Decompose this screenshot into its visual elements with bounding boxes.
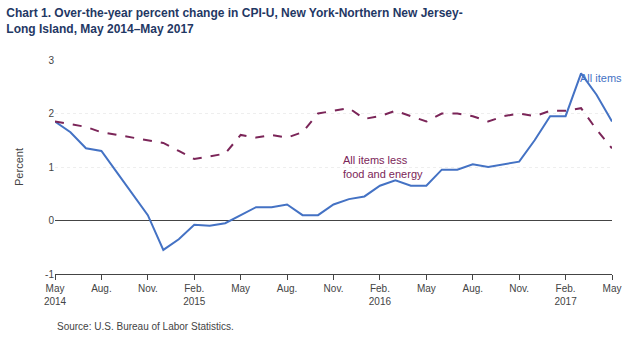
svg-text:Aug.: Aug.: [462, 283, 483, 294]
svg-text:May: May: [603, 283, 622, 294]
svg-text:Aug.: Aug.: [277, 283, 298, 294]
svg-text:All items lessfood and energy: All items lessfood and energy: [343, 154, 423, 180]
svg-text:Chart 1. Over-the-year percent: Chart 1. Over-the-year percent change in…: [6, 6, 462, 36]
svg-text:-1: -1: [45, 269, 54, 280]
svg-text:Feb.2017: Feb.2017: [554, 283, 577, 307]
svg-text:Percent: Percent: [13, 148, 25, 186]
svg-text:0: 0: [48, 215, 54, 226]
svg-text:1: 1: [48, 162, 54, 173]
svg-text:May: May: [417, 283, 436, 294]
svg-text:All items: All items: [580, 72, 622, 84]
svg-text:Nov.: Nov.: [509, 283, 529, 294]
svg-text:2: 2: [48, 108, 54, 119]
svg-text:Nov.: Nov.: [138, 283, 158, 294]
svg-text:Aug.: Aug.: [91, 283, 112, 294]
svg-text:May: May: [231, 283, 250, 294]
svg-text:3: 3: [48, 55, 54, 66]
svg-text:May2014: May2014: [44, 283, 67, 307]
svg-text:Source: U.S. Bureau of Labor S: Source: U.S. Bureau of Labor Statistics.: [57, 321, 234, 332]
svg-text:Feb.2016: Feb.2016: [369, 283, 392, 307]
svg-text:Nov.: Nov.: [324, 283, 344, 294]
svg-text:Feb.2015: Feb.2015: [183, 283, 206, 307]
